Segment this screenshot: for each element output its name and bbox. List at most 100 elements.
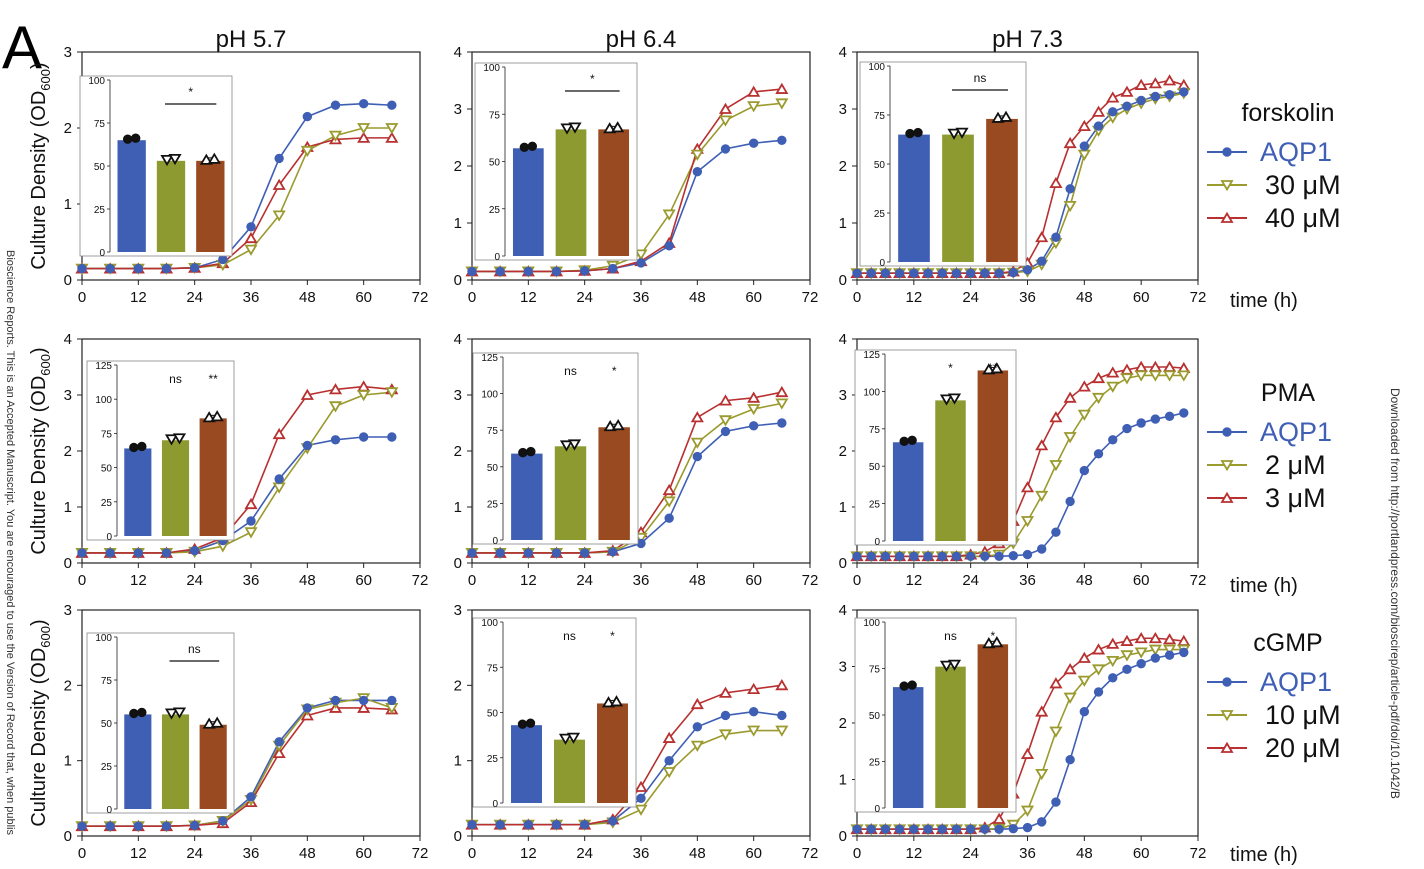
data-point	[718, 415, 733, 427]
data-point	[467, 266, 477, 277]
x-tick-label: 0	[468, 845, 476, 862]
data-point	[907, 435, 917, 445]
significance-label: ns	[188, 642, 201, 656]
data-point	[202, 717, 216, 729]
data-point	[1035, 230, 1049, 243]
y-tick-label: 3	[454, 602, 462, 619]
inset-bar	[977, 644, 1009, 808]
y-tick-label: 0	[64, 555, 72, 572]
data-point	[980, 551, 990, 561]
y-tick-label: 4	[64, 331, 72, 348]
data-point	[852, 551, 862, 561]
data-point	[1220, 460, 1234, 472]
y-tick-label: 1	[839, 772, 847, 789]
data-point	[718, 115, 733, 127]
data-point	[210, 410, 224, 422]
data-point	[358, 98, 369, 109]
x-tick-label: 72	[1190, 845, 1207, 862]
data-point	[77, 548, 87, 558]
data-point	[1220, 180, 1234, 192]
x-tick-label: 0	[468, 289, 476, 306]
data-point	[1106, 366, 1120, 378]
data-point	[748, 421, 759, 431]
inset-y-tick-label: 100	[95, 395, 112, 406]
data-point	[272, 482, 286, 494]
data-point	[1220, 211, 1234, 223]
inset-bar-chart: 0 25 50 75 100 125 ns *	[472, 352, 639, 547]
x-tick-label: 72	[412, 572, 429, 589]
data-point	[246, 222, 256, 232]
legend-title: cGMP	[1253, 629, 1322, 657]
data-point	[1220, 710, 1234, 722]
data-point	[1035, 439, 1049, 451]
column-title: pH 7.3	[992, 26, 1063, 53]
inset-bar-chart: 0 25 50 75 100 ns *	[472, 617, 637, 810]
data-point	[495, 266, 505, 277]
data-point	[357, 123, 371, 135]
data-point	[994, 268, 1004, 278]
data-point	[467, 548, 477, 558]
data-point	[1091, 371, 1106, 384]
data-point	[608, 816, 618, 826]
data-point	[1220, 491, 1234, 503]
data-point	[947, 128, 961, 140]
inset-bar	[161, 714, 190, 809]
data-point	[523, 820, 534, 830]
inset-bar	[512, 148, 544, 256]
inset-y-tick-label: 25	[487, 754, 499, 765]
data-point	[551, 548, 562, 558]
legend-label: 10 μM	[1265, 700, 1341, 730]
data-point	[923, 268, 933, 278]
inset-y-tick-label: 100	[868, 62, 885, 73]
y-tick-label: 3	[64, 387, 72, 404]
y-tick-label: 0	[64, 828, 72, 845]
x-tick-label: 12	[905, 845, 922, 862]
x-tick-label: 72	[802, 572, 819, 589]
data-point	[164, 708, 179, 720]
data-point	[1077, 119, 1091, 132]
data-point	[1063, 200, 1077, 213]
data-point	[994, 551, 1004, 561]
data-point	[1065, 184, 1075, 194]
data-point	[137, 441, 147, 452]
x-tick-label: 60	[745, 572, 762, 589]
data-point	[775, 725, 789, 737]
data-point	[880, 824, 891, 834]
data-point	[1049, 726, 1063, 738]
inset-y-tick-label: 125	[863, 350, 880, 361]
data-point	[1148, 77, 1162, 89]
data-point	[244, 497, 258, 510]
inset-y-tick-label: 0	[874, 804, 880, 815]
inset-bar	[124, 714, 152, 809]
data-point	[168, 153, 182, 166]
data-point	[1148, 370, 1162, 382]
data-point	[718, 686, 733, 698]
x-tick-label: 12	[520, 572, 537, 589]
data-point	[302, 111, 313, 122]
data-point	[937, 268, 947, 278]
data-point	[161, 821, 172, 831]
x-tick-label: 12	[905, 572, 922, 589]
data-point	[894, 824, 905, 834]
data-point	[909, 551, 919, 561]
data-point	[662, 767, 676, 779]
y-tick-label: 4	[839, 331, 847, 348]
inset-bar	[196, 160, 225, 252]
data-point	[566, 732, 581, 744]
y-tick-label: 1	[64, 196, 72, 213]
y-tick-label: 0	[839, 272, 847, 289]
y-axis-label-close: )	[28, 347, 50, 354]
data-point	[1091, 643, 1106, 655]
data-point	[1020, 481, 1035, 493]
inset-y-tick-label: 50	[869, 462, 881, 473]
inset-y-tick-label: 25	[874, 209, 886, 220]
data-point	[1037, 256, 1047, 266]
data-point	[608, 547, 618, 557]
inset-bar-chart: 0 25 50 75 100 ns	[86, 632, 235, 816]
data-point	[1122, 423, 1132, 434]
data-point	[1020, 516, 1035, 528]
x-tick-label: 72	[802, 289, 819, 306]
data-point	[1037, 817, 1047, 827]
data-point	[1134, 647, 1148, 659]
